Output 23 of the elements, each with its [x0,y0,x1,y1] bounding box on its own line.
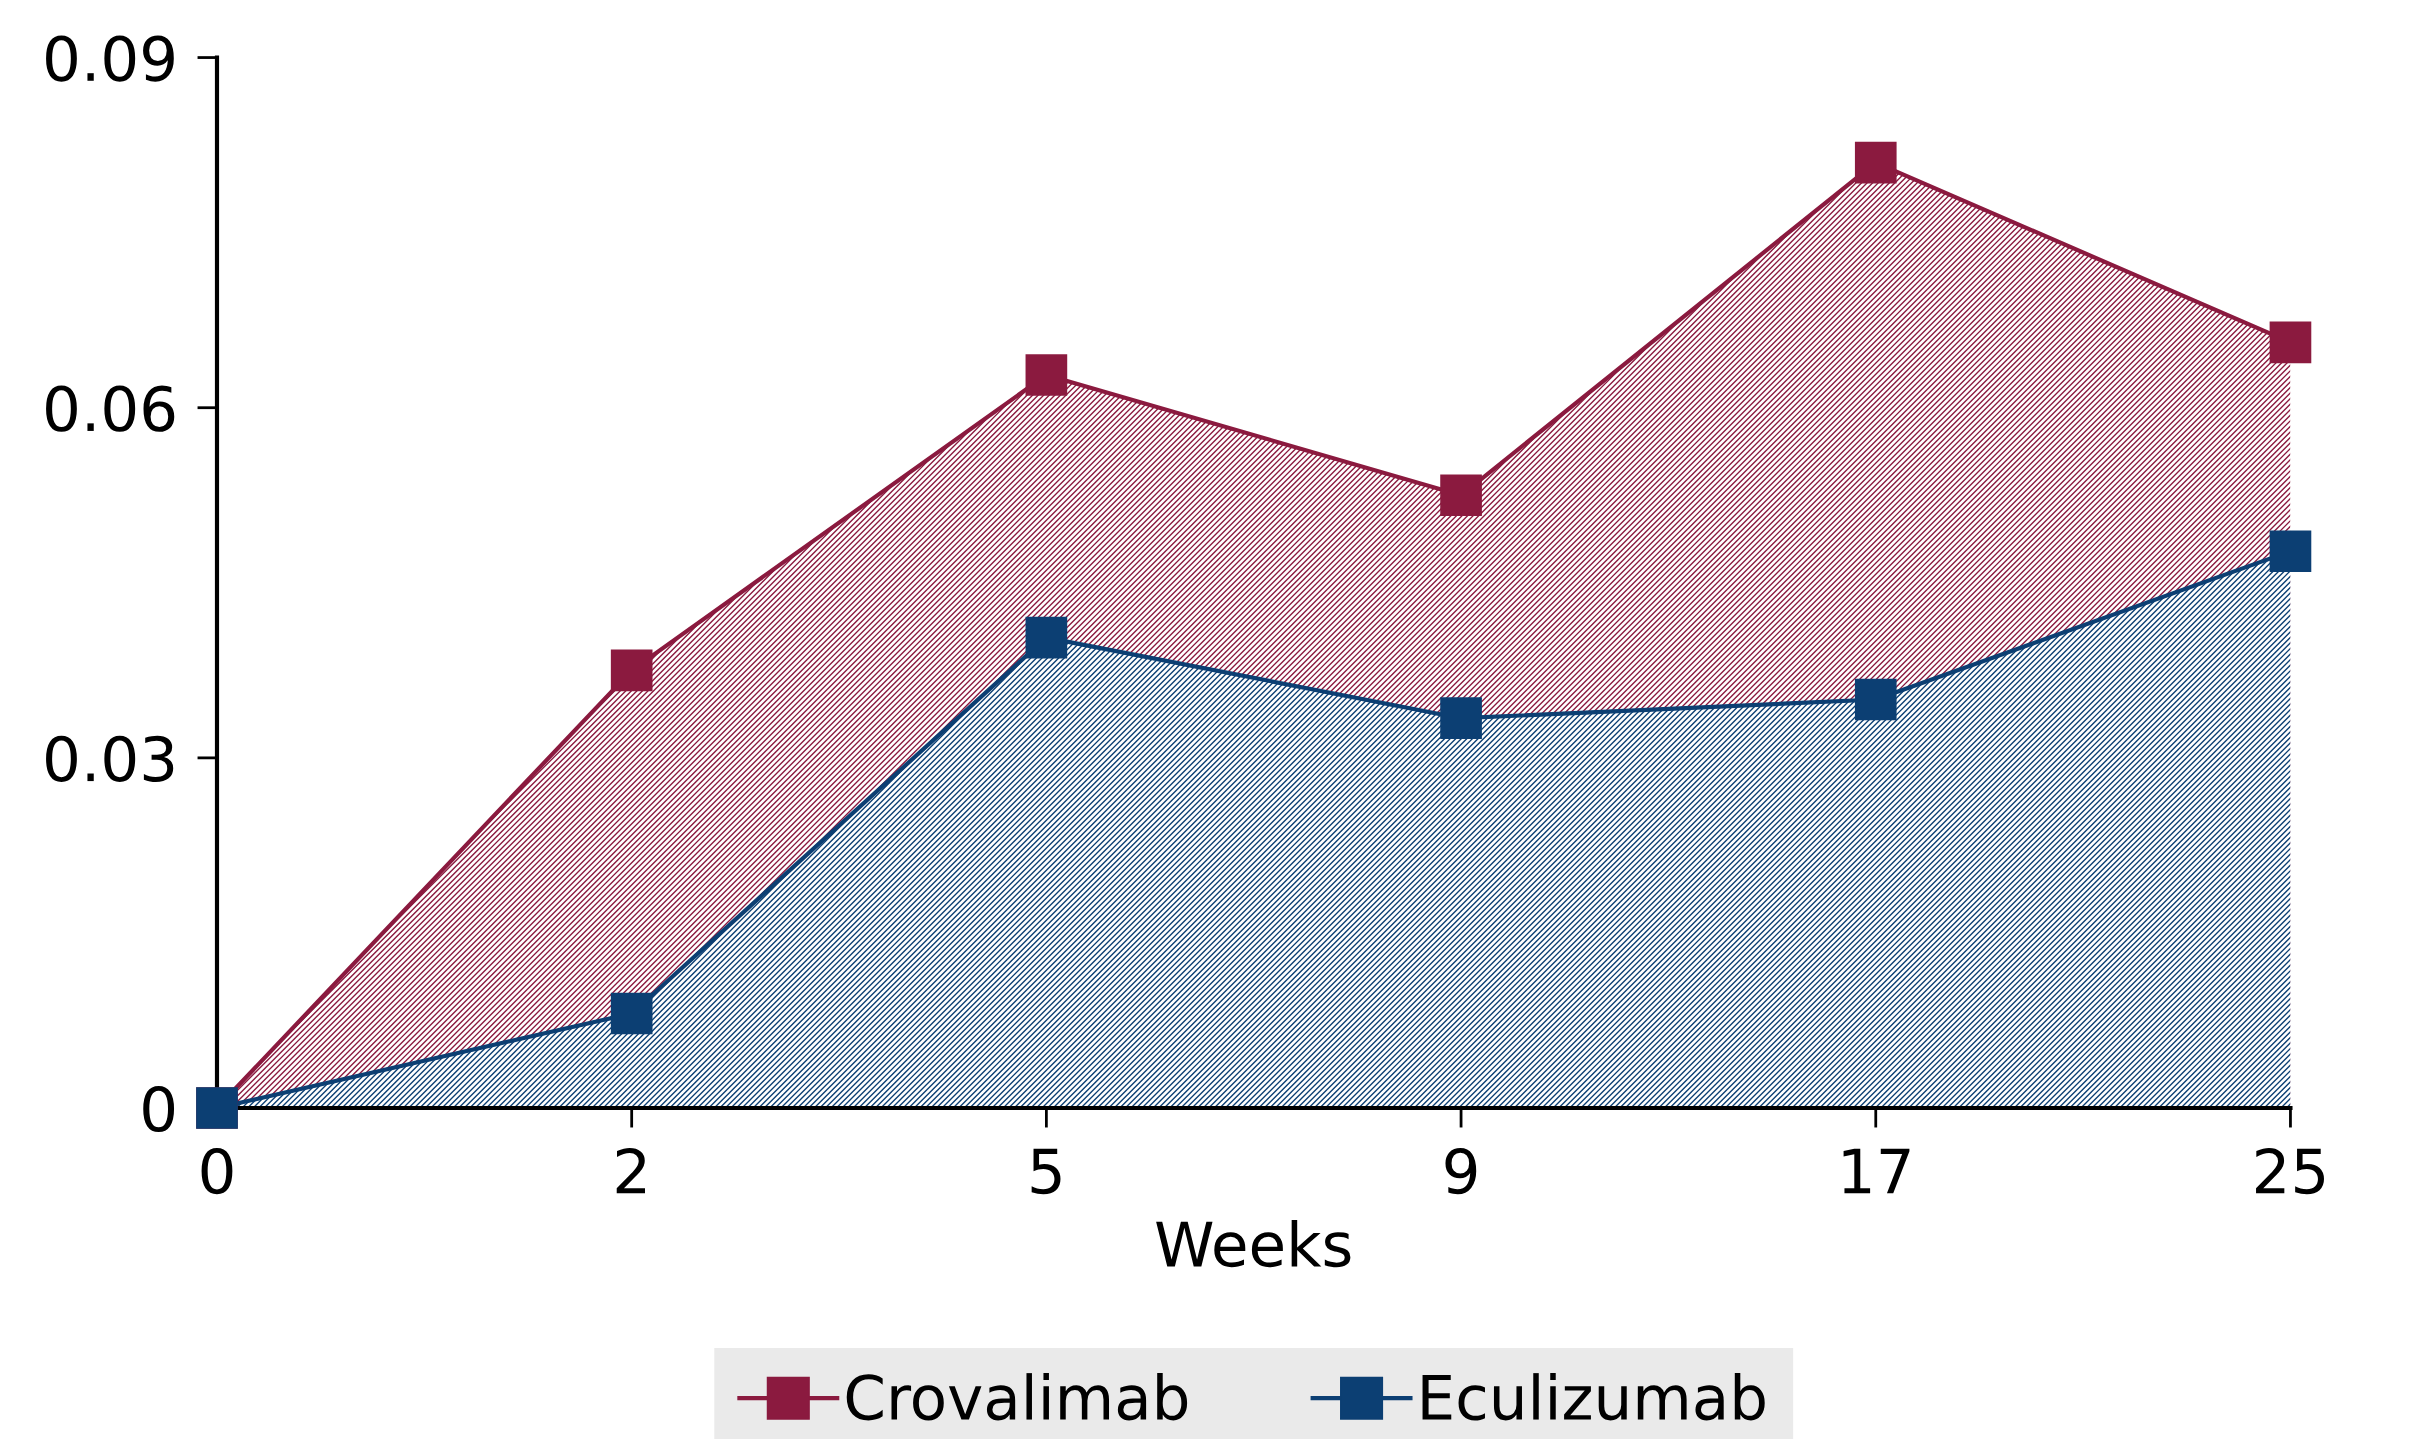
x-tick-label: 0 [201,1148,233,1195]
legend-label: Eculizumab [1422,1373,1765,1421]
point [2269,321,2312,364]
x-tick-label: 9 [1445,1148,1477,1195]
y-tick-label: 0.03 [46,735,174,782]
y-tick-label: 0.06 [46,385,175,432]
point [1440,474,1482,517]
x-axis-title: Weeks [1156,1219,1351,1268]
point [1854,141,1897,184]
x-tick-label: 17 [1843,1148,1910,1194]
point [610,649,653,692]
y-tick-label: 0.09 [46,35,174,82]
point [2269,530,2312,573]
point [1440,697,1482,740]
y-tick-label: 0 [143,1085,175,1133]
x-tick-label: 5 [1031,1148,1061,1195]
x-tick-label: 2 [616,1148,645,1194]
point [1025,354,1068,396]
point [610,992,653,1035]
point [1854,678,1897,721]
legend-label: Crovalimab [846,1373,1188,1421]
point [1025,616,1068,659]
x-tick-label: 25 [2256,1148,2324,1195]
